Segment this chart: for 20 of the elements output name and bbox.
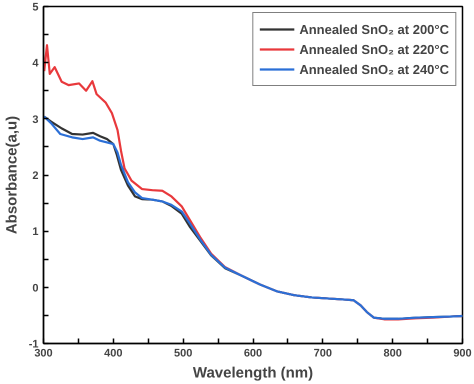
- y-tick-label: -1: [28, 338, 38, 350]
- line-series: [44, 115, 462, 320]
- legend-label: Annealed SnO₂ at 220°C: [299, 42, 449, 56]
- y-tick-label: 3: [32, 114, 39, 126]
- x-tick-label: 600: [244, 348, 262, 360]
- x-tick-label: 400: [104, 348, 123, 360]
- x-axis-title: Wavelength (nm): [192, 364, 314, 382]
- y-tick-label: 4: [32, 58, 40, 70]
- legend-label: Annealed SnO₂ at 240°C: [299, 62, 449, 76]
- y-tick-label: 0: [32, 282, 39, 294]
- x-tick-label: 300: [34, 348, 53, 360]
- y-tick-label: 1: [32, 226, 39, 238]
- y-tick-label: 2: [32, 170, 39, 182]
- x-tick-label: 800: [383, 348, 402, 360]
- legend-label: Annealed SnO₂ at 200°C: [299, 22, 449, 36]
- y-tick-label: 5: [32, 2, 39, 14]
- x-tick-label: 900: [453, 348, 472, 360]
- x-tick-label: 700: [314, 348, 332, 360]
- y-axis-title: Absorbance(a,u): [4, 116, 21, 234]
- x-tick-label: 500: [174, 348, 192, 360]
